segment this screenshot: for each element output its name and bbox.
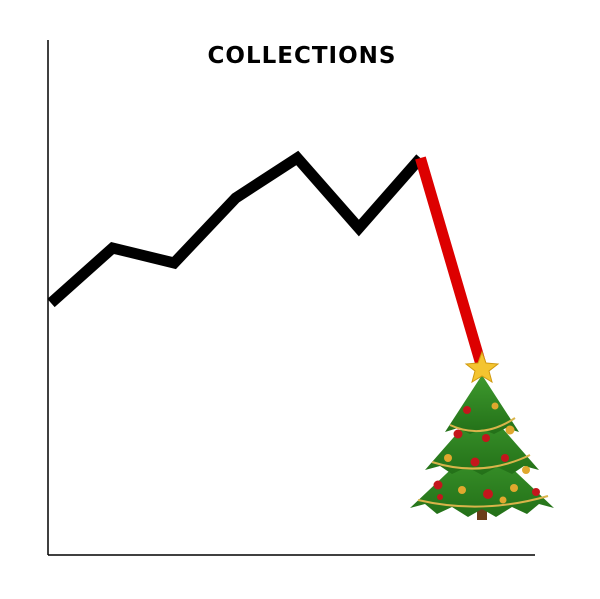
series-group [47,150,488,370]
chart-title: COLLECTIONS [208,43,397,69]
christmas-tree-icon [410,350,554,520]
series-line-drop [415,156,488,370]
series-line-main [47,150,425,308]
